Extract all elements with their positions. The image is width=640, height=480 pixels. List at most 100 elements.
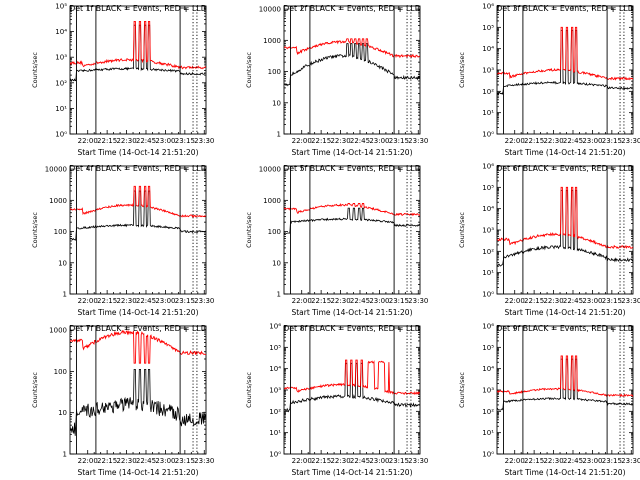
marker-flag <box>394 167 401 172</box>
x-tick-label: 22:00 <box>292 297 312 305</box>
plot-frame <box>69 165 207 295</box>
plot-panel-6: Det 6f BLACK = Events, RED = LLD Counts/s… <box>458 163 640 318</box>
x-tick-label: 22:30 <box>116 297 136 305</box>
marker-flag <box>180 7 187 12</box>
x-tick-label: 22:00 <box>505 297 525 305</box>
x-tick-label: 22:45 <box>563 457 583 465</box>
y-tick-label: 100 <box>54 228 67 236</box>
y-tick-label: 10000 <box>259 6 281 14</box>
y-tick-label: 1 <box>63 291 67 299</box>
x-tick-label: 23:15 <box>602 457 622 465</box>
x-axis-label: Start Time (14-Oct-14 21:51:20) <box>291 308 412 317</box>
marker-flag <box>607 7 614 12</box>
y-tick-label: 1 <box>63 451 67 459</box>
x-tick-label: 22:45 <box>136 297 156 305</box>
y-tick-label: 1000 <box>49 327 67 335</box>
lld-series-line <box>70 20 206 70</box>
x-tick-label: 22:00 <box>505 137 525 145</box>
y-tick-label: 10⁰ <box>482 291 494 299</box>
x-tick-label: 23:30 <box>408 297 428 305</box>
y-axis-label: Counts/sec <box>31 372 39 408</box>
y-axis-label: Counts/sec <box>245 52 253 88</box>
x-tick-label: 23:00 <box>155 297 175 305</box>
x-tick-label: 22:30 <box>543 297 563 305</box>
x-tick-label: 23:15 <box>602 297 622 305</box>
plot-panel-9: Det 9f BLACK = Events, RED = LLD Counts/s… <box>458 323 640 478</box>
x-tick-label: 22:15 <box>97 137 117 145</box>
x-axis-label: Start Time (14-Oct-14 21:51:20) <box>291 468 412 477</box>
y-tick-label: 10¹ <box>55 105 67 113</box>
y-tick-label: 10⁴ <box>482 365 494 373</box>
y-tick-label: 10⁴ <box>482 205 494 213</box>
x-tick-label: 23:30 <box>194 297 214 305</box>
x-tick-label: 23:30 <box>408 137 428 145</box>
x-tick-label: 23:15 <box>389 297 409 305</box>
y-tick-label: 10¹ <box>482 109 494 117</box>
x-tick-label: 23:00 <box>369 137 389 145</box>
plot-panel-2: Det 2f BLACK = Events, RED = LLD Counts/s… <box>245 4 428 157</box>
y-tick-label: 10³ <box>482 227 494 235</box>
x-tick-label: 22:45 <box>136 137 156 145</box>
x-tick-label: 22:15 <box>311 137 331 145</box>
x-tick-label: 23:00 <box>155 457 175 465</box>
y-tick-label: 100 <box>54 368 67 376</box>
x-axis-label: Start Time (14-Oct-14 21:51:20) <box>504 148 625 157</box>
x-tick-label: 23:00 <box>582 457 602 465</box>
x-tick-label: 22:30 <box>543 137 563 145</box>
x-tick-label: 22:00 <box>292 137 312 145</box>
panel-title: Det 2f BLACK = Events, RED = LLD <box>283 4 421 13</box>
marker-flag <box>607 327 614 332</box>
x-tick-label: 23:30 <box>621 137 640 145</box>
y-tick-label: 1000 <box>263 197 281 205</box>
x-tick-label: 22:15 <box>524 297 544 305</box>
panel-title: Det 3f BLACK = Events, RED = LLD <box>496 4 634 13</box>
plot-panel-4: Det 4f BLACK = Events, RED = LLD Counts/s… <box>31 164 214 317</box>
x-tick-label: 22:30 <box>330 297 350 305</box>
events-series-line <box>70 24 206 83</box>
y-tick-label: 10000 <box>259 166 281 174</box>
x-tick-label: 22:15 <box>311 457 331 465</box>
y-tick-label: 10¹ <box>269 429 281 437</box>
x-tick-label: 22:30 <box>116 457 136 465</box>
plot-panel-7: Det 7f BLACK = Events, RED = LLD Counts/s… <box>31 324 214 477</box>
x-axis-label: Start Time (14-Oct-14 21:51:20) <box>504 308 625 317</box>
panel-title: Det 6f BLACK = Events, RED = LLD <box>496 164 634 173</box>
plot-frame <box>283 165 421 295</box>
lld-series-line <box>497 26 633 81</box>
y-tick-label: 1000 <box>263 37 281 45</box>
x-tick-label: 22:30 <box>116 137 136 145</box>
x-tick-label: 23:15 <box>602 137 622 145</box>
y-tick-label: 10⁶ <box>482 323 494 331</box>
marker-flag <box>607 167 614 172</box>
plot-frame <box>69 5 207 135</box>
x-tick-label: 23:30 <box>621 457 640 465</box>
x-tick-label: 22:30 <box>330 457 350 465</box>
x-axis-label: Start Time (14-Oct-14 21:51:20) <box>504 468 625 477</box>
y-tick-label: 1000 <box>49 197 67 205</box>
x-tick-label: 22:00 <box>78 457 98 465</box>
panel-title: Det 8f BLACK = Events, RED = LLD <box>283 324 421 333</box>
y-tick-label: 10¹ <box>482 429 494 437</box>
panel-title: Det 7f BLACK = Events, RED = LLD <box>69 324 207 333</box>
y-tick-label: 10⁵ <box>269 344 281 352</box>
x-tick-label: 23:30 <box>408 457 428 465</box>
x-axis-label: Start Time (14-Oct-14 21:51:20) <box>77 468 198 477</box>
y-tick-label: 10³ <box>55 54 67 62</box>
panel-title: Det 9f BLACK = Events, RED = LLD <box>496 324 634 333</box>
y-tick-label: 10³ <box>269 387 281 395</box>
y-tick-label: 10¹ <box>482 269 494 277</box>
x-axis-label: Start Time (14-Oct-14 21:51:20) <box>291 148 412 157</box>
x-tick-label: 23:00 <box>582 297 602 305</box>
y-tick-label: 10 <box>272 259 281 267</box>
y-tick-label: 10² <box>269 408 281 416</box>
x-tick-label: 22:00 <box>78 137 98 145</box>
panel-title: Det 4f BLACK = Events, RED = LLD <box>69 164 207 173</box>
y-tick-label: 10⁶ <box>482 3 494 11</box>
lld-series-line <box>70 185 206 218</box>
y-axis-label: Counts/sec <box>458 372 466 408</box>
x-tick-label: 22:30 <box>543 457 563 465</box>
x-tick-label: 22:45 <box>136 457 156 465</box>
x-tick-label: 22:15 <box>311 297 331 305</box>
y-axis-label: Counts/sec <box>245 212 253 248</box>
x-tick-label: 22:00 <box>505 457 525 465</box>
